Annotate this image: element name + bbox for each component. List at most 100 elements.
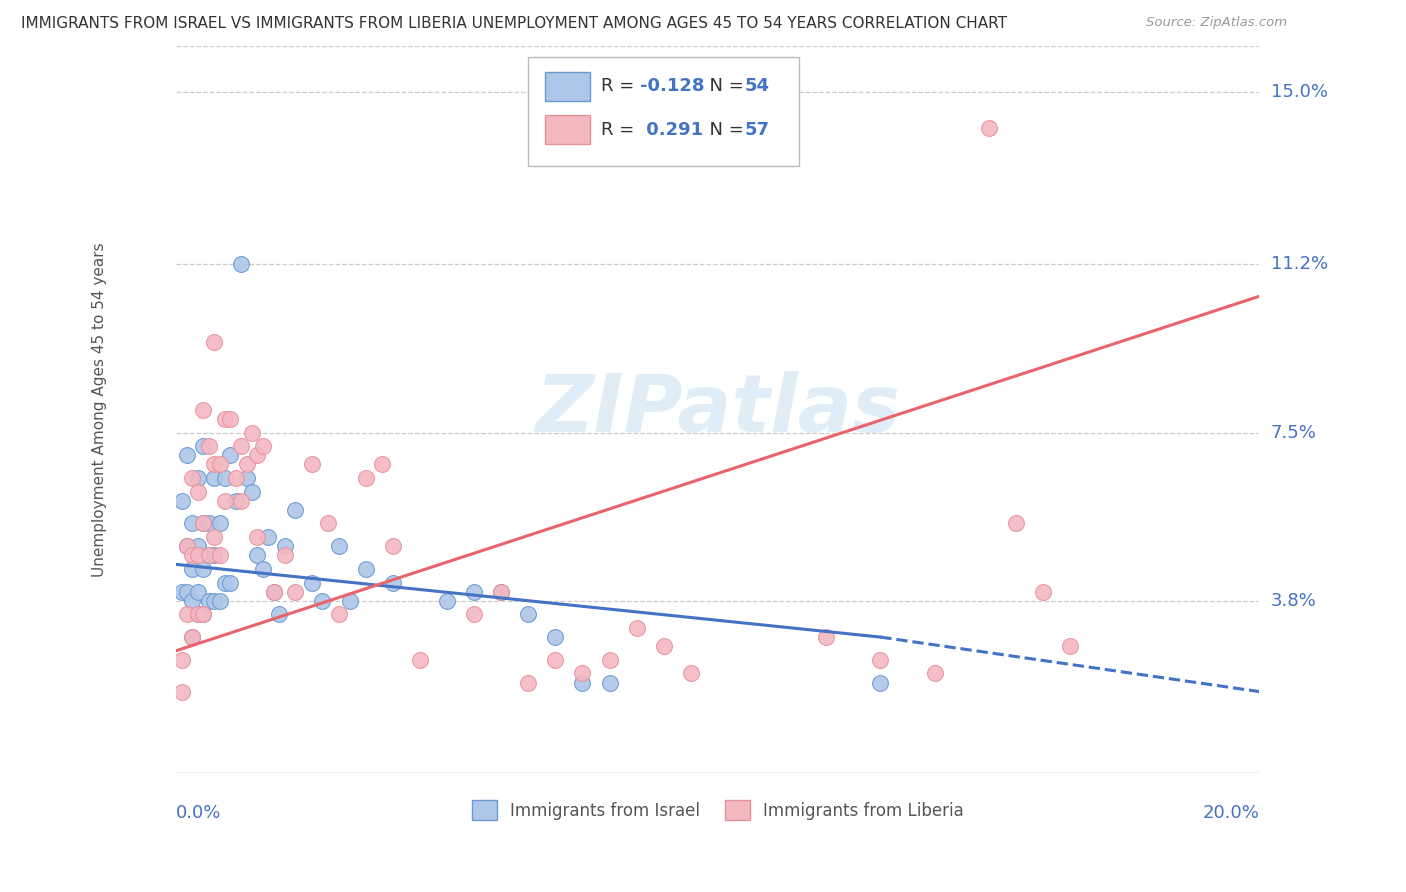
- Point: [187, 548, 209, 562]
- Point: [246, 548, 269, 562]
- Point: [381, 539, 404, 553]
- Point: [197, 548, 219, 562]
- Point: [273, 539, 295, 553]
- Point: [193, 402, 215, 417]
- Point: [235, 471, 257, 485]
- Point: [652, 639, 675, 653]
- Point: [354, 471, 377, 485]
- Text: -0.128: -0.128: [640, 78, 704, 95]
- Text: ZIPatlas: ZIPatlas: [536, 371, 900, 449]
- Point: [181, 516, 204, 531]
- Point: [269, 607, 291, 622]
- Point: [202, 334, 225, 349]
- Point: [202, 593, 225, 607]
- Point: [170, 493, 193, 508]
- Text: R =: R =: [600, 120, 640, 139]
- Text: 0.291: 0.291: [640, 120, 703, 139]
- Point: [187, 607, 209, 622]
- Point: [202, 471, 225, 485]
- Point: [214, 412, 236, 426]
- Point: [869, 675, 891, 690]
- Text: 0.0%: 0.0%: [176, 804, 222, 822]
- Point: [977, 121, 1000, 136]
- Point: [181, 630, 204, 644]
- Point: [571, 675, 593, 690]
- Point: [1032, 584, 1054, 599]
- Text: 54: 54: [745, 78, 770, 95]
- Point: [187, 484, 209, 499]
- Text: 15.0%: 15.0%: [1271, 83, 1327, 101]
- Point: [371, 458, 394, 472]
- Point: [235, 458, 257, 472]
- Point: [181, 562, 204, 576]
- Point: [176, 539, 198, 553]
- Point: [197, 439, 219, 453]
- Point: [176, 448, 198, 462]
- Point: [257, 530, 280, 544]
- Point: [381, 575, 404, 590]
- Point: [316, 516, 339, 531]
- Point: [571, 666, 593, 681]
- Point: [170, 584, 193, 599]
- Point: [197, 548, 219, 562]
- Point: [599, 675, 621, 690]
- Point: [193, 516, 215, 531]
- Point: [284, 584, 307, 599]
- Text: 11.2%: 11.2%: [1271, 255, 1327, 273]
- Point: [193, 516, 215, 531]
- Point: [1059, 639, 1081, 653]
- Legend: Immigrants from Israel, Immigrants from Liberia: Immigrants from Israel, Immigrants from …: [465, 793, 970, 827]
- Point: [463, 607, 485, 622]
- Point: [202, 548, 225, 562]
- Point: [187, 471, 209, 485]
- Point: [489, 584, 512, 599]
- Point: [544, 630, 567, 644]
- Point: [626, 621, 648, 635]
- Point: [599, 653, 621, 667]
- Point: [219, 575, 242, 590]
- Point: [339, 593, 361, 607]
- Point: [246, 530, 269, 544]
- Point: [181, 630, 204, 644]
- Text: Unemployment Among Ages 45 to 54 years: Unemployment Among Ages 45 to 54 years: [93, 243, 107, 577]
- Point: [231, 439, 253, 453]
- Text: R =: R =: [600, 78, 640, 95]
- Point: [301, 458, 323, 472]
- Point: [187, 584, 209, 599]
- Point: [219, 448, 242, 462]
- Point: [311, 593, 333, 607]
- Point: [208, 458, 231, 472]
- Point: [252, 439, 274, 453]
- Point: [225, 493, 247, 508]
- Point: [176, 539, 198, 553]
- Point: [815, 630, 838, 644]
- FancyBboxPatch shape: [529, 57, 799, 166]
- FancyBboxPatch shape: [544, 115, 591, 145]
- Point: [193, 439, 215, 453]
- Point: [436, 593, 458, 607]
- Point: [208, 516, 231, 531]
- Point: [187, 607, 209, 622]
- Point: [463, 584, 485, 599]
- Point: [231, 257, 253, 271]
- Point: [679, 666, 702, 681]
- Point: [517, 675, 540, 690]
- FancyBboxPatch shape: [544, 71, 591, 101]
- Point: [301, 575, 323, 590]
- Point: [1004, 516, 1026, 531]
- Point: [240, 484, 263, 499]
- Point: [252, 562, 274, 576]
- Point: [409, 653, 432, 667]
- Point: [181, 593, 204, 607]
- Point: [170, 684, 193, 698]
- Point: [170, 653, 193, 667]
- Point: [246, 448, 269, 462]
- Point: [197, 516, 219, 531]
- Point: [208, 593, 231, 607]
- Point: [219, 412, 242, 426]
- Point: [489, 584, 512, 599]
- Point: [193, 607, 215, 622]
- Point: [544, 653, 567, 667]
- Point: [176, 607, 198, 622]
- Point: [517, 607, 540, 622]
